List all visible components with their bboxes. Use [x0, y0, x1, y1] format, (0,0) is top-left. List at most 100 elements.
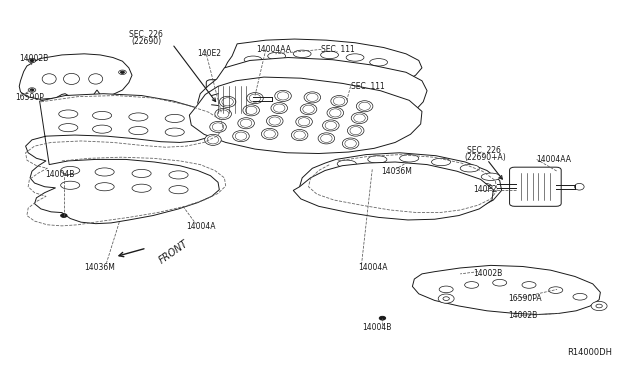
Ellipse shape: [246, 95, 258, 103]
Ellipse shape: [443, 297, 449, 301]
Text: 14004AA: 14004AA: [537, 155, 572, 164]
Ellipse shape: [370, 59, 388, 66]
Ellipse shape: [275, 93, 286, 101]
Ellipse shape: [93, 125, 111, 133]
Ellipse shape: [348, 125, 364, 136]
Ellipse shape: [350, 126, 362, 135]
Ellipse shape: [308, 82, 319, 90]
Ellipse shape: [346, 54, 364, 61]
Ellipse shape: [293, 50, 311, 58]
Ellipse shape: [129, 113, 148, 121]
Ellipse shape: [268, 104, 285, 115]
Ellipse shape: [399, 155, 419, 162]
Ellipse shape: [439, 286, 453, 293]
Ellipse shape: [360, 90, 372, 99]
Ellipse shape: [303, 94, 315, 102]
Ellipse shape: [118, 70, 126, 74]
Ellipse shape: [132, 184, 151, 192]
Text: 140E2: 140E2: [198, 49, 221, 58]
Ellipse shape: [481, 173, 500, 180]
Ellipse shape: [263, 63, 281, 71]
Ellipse shape: [332, 84, 349, 95]
Ellipse shape: [307, 93, 318, 102]
Ellipse shape: [241, 119, 252, 127]
Text: 14002B: 14002B: [473, 269, 502, 278]
Ellipse shape: [129, 126, 148, 135]
Text: FRONT: FRONT: [157, 239, 191, 266]
Ellipse shape: [325, 121, 337, 129]
Text: 14002B: 14002B: [19, 54, 49, 63]
Ellipse shape: [240, 67, 257, 74]
Ellipse shape: [323, 108, 340, 119]
Text: (22690): (22690): [131, 37, 161, 46]
Ellipse shape: [300, 106, 311, 114]
Ellipse shape: [216, 111, 227, 119]
Text: 140F2: 140F2: [473, 185, 497, 194]
Ellipse shape: [298, 118, 310, 126]
Ellipse shape: [452, 175, 471, 182]
Text: SEC. 111: SEC. 111: [351, 82, 385, 91]
Ellipse shape: [596, 304, 602, 308]
Ellipse shape: [271, 105, 282, 113]
Text: 14036M: 14036M: [381, 167, 412, 176]
Ellipse shape: [243, 108, 254, 115]
Ellipse shape: [358, 89, 374, 100]
Ellipse shape: [169, 171, 188, 179]
Ellipse shape: [169, 186, 188, 194]
Ellipse shape: [337, 160, 356, 167]
Ellipse shape: [222, 98, 234, 106]
Ellipse shape: [326, 110, 337, 118]
Text: 14004A: 14004A: [358, 263, 388, 272]
Ellipse shape: [296, 116, 312, 127]
Text: (22690+A): (22690+A): [464, 153, 506, 162]
Ellipse shape: [61, 181, 80, 189]
Ellipse shape: [59, 124, 78, 132]
Polygon shape: [225, 39, 422, 88]
Ellipse shape: [249, 81, 266, 93]
Ellipse shape: [548, 287, 563, 294]
Ellipse shape: [30, 89, 34, 91]
Text: R14000DH: R14000DH: [567, 347, 612, 357]
Ellipse shape: [424, 169, 443, 177]
Ellipse shape: [353, 101, 370, 112]
Ellipse shape: [356, 101, 373, 112]
Ellipse shape: [59, 110, 78, 118]
Ellipse shape: [294, 131, 305, 139]
Ellipse shape: [279, 81, 291, 89]
Ellipse shape: [328, 96, 344, 107]
Ellipse shape: [330, 109, 341, 117]
Ellipse shape: [360, 167, 380, 174]
Ellipse shape: [205, 134, 221, 145]
Ellipse shape: [573, 294, 587, 300]
Ellipse shape: [275, 90, 291, 102]
Ellipse shape: [316, 62, 334, 70]
Ellipse shape: [300, 104, 317, 115]
Polygon shape: [26, 94, 221, 224]
Polygon shape: [293, 162, 493, 220]
Ellipse shape: [291, 129, 308, 141]
Ellipse shape: [460, 164, 479, 172]
Ellipse shape: [246, 93, 263, 104]
Polygon shape: [19, 54, 132, 99]
Ellipse shape: [213, 110, 230, 121]
Ellipse shape: [289, 61, 307, 68]
Ellipse shape: [273, 104, 285, 112]
Ellipse shape: [272, 96, 282, 103]
Ellipse shape: [165, 128, 184, 136]
Ellipse shape: [323, 120, 339, 131]
Ellipse shape: [243, 105, 259, 116]
Ellipse shape: [303, 105, 314, 113]
Ellipse shape: [431, 158, 451, 166]
Ellipse shape: [354, 114, 365, 122]
Ellipse shape: [276, 79, 293, 90]
Ellipse shape: [95, 168, 114, 176]
Ellipse shape: [223, 85, 239, 96]
Ellipse shape: [321, 134, 332, 142]
Text: 14036M: 14036M: [84, 263, 115, 272]
Ellipse shape: [331, 96, 348, 107]
Ellipse shape: [212, 123, 224, 131]
Polygon shape: [189, 77, 422, 154]
Ellipse shape: [297, 105, 314, 116]
Ellipse shape: [220, 96, 236, 108]
Text: 16590PA: 16590PA: [509, 294, 542, 303]
